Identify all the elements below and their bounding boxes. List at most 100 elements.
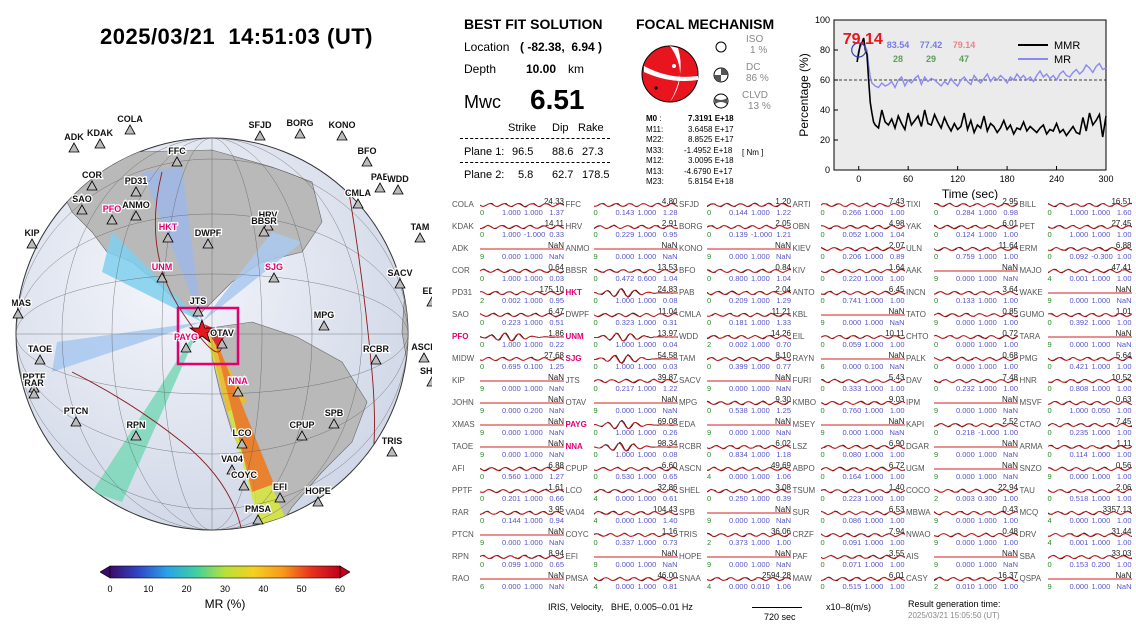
trace-hkt: HKT 24.83 0 1.000 1.000 0.08 [566,285,678,305]
colorbar-tick-label: 20 [182,584,192,594]
station-label: SFJD [248,120,272,130]
trace-ratio: 1.00 [1003,362,1018,371]
trace-flag: 0 [820,274,825,283]
synthetic-waveform [1047,533,1132,537]
trace-amplitude: 6.01 [1002,219,1018,228]
waveform [707,466,791,472]
trace-weight: 0.600 [637,274,657,283]
trace-ratio: NaN [1002,406,1018,415]
trace-amplitude: NaN [547,439,564,448]
trace-ratio: 0.81 [662,582,678,591]
trace-station-label: LCO [565,486,582,495]
trace-ratio: 0.31 [662,318,678,327]
trace-ratio: 0.77 [776,362,791,371]
trace-weight: 1.000 [1091,516,1111,525]
synthetic-waveform [480,357,564,361]
trace-amplitude: NaN [661,549,678,558]
trace-ratio: 0.95 [549,296,564,305]
trace-vr: 0.000 [729,516,748,525]
trace-amplitude: NaN [774,549,791,558]
colorbar-tick-label: 40 [258,584,268,594]
trace-anto: ANTO 6.45 0 0.741 1.000 1.00 [793,285,905,305]
trace-amplitude: 6.45 [888,285,905,294]
synthetic-waveform [820,225,905,229]
trace-lco: LCO 32.86 4 0.000 1.000 0.61 [566,483,678,503]
station-label: KIP [24,228,39,238]
trace-ratio: NaN [775,252,791,261]
trace-vr: 0.235 [1069,428,1089,437]
trace-amplitude: 49.69 [770,461,791,470]
trace-ratio: 1.27 [549,472,564,481]
station-label: PFO [103,204,122,214]
trace-amplitude: 7.43 [888,197,905,206]
trace-ratio: NaN [548,406,564,415]
synthetic-waveform [707,335,791,339]
synthetic-waveform [593,442,678,452]
trace-weight: 1.000 [524,384,543,393]
trace-ratio: NaN [1002,274,1018,283]
trace-amplitude: 1.16 [661,527,678,536]
trace-vr: 0.059 [842,340,862,349]
synthetic-waveform [820,489,905,493]
trace-station-label: AAK [906,266,923,275]
nodal-plane-table: Strike Dip Rake Plane 1: 96.5 88.6 27.3 … [460,118,610,186]
trace-ratio: 1.00 [1116,472,1132,481]
trace-station-label: SFJD [679,200,699,209]
trace-amplitude: 13.97 [657,329,678,338]
trace-weight: 1.000 [637,428,657,437]
trace-vr: 0.092 [1069,252,1089,261]
trace-station-label: INCN [906,288,926,297]
trace-amplitude: NaN [1001,461,1018,470]
trace-vr: 0.000 [1069,472,1089,481]
station-dwpf: DWPF [194,227,223,249]
trace-bill: BILL 16.51 0 1.000 1.000 1.60 [1020,197,1132,217]
station-anmo: ANMO [121,199,151,221]
trace-station-label: COCO [906,486,930,495]
trace-vr: 0.000 [842,362,862,371]
trace-vr: 0.741 [842,296,862,305]
synthetic-waveform [593,203,678,207]
trace-weight: 1.000 [751,516,770,525]
synthetic-waveform [707,291,791,295]
station-triangle-icon [328,418,340,429]
trace-ratio: 1.37 [549,208,564,217]
trace-vr: 0.000 [615,252,635,261]
trace-amplitude: 104.43 [653,505,678,514]
trace-flag: 0 [820,450,825,459]
waveform [707,400,791,406]
trace-ratio: 0.33 [549,230,564,239]
trace-amplitude: 5.64 [1115,351,1132,360]
synthetic-waveform [1047,203,1132,207]
synthetic-waveform [1047,555,1132,559]
waveform [1047,554,1132,560]
station-label: RAR [24,378,44,388]
waveform [593,354,678,365]
trace-flag: 9 [593,406,598,415]
y-tick-label: 100 [815,15,830,25]
trace-vr: 0.153 [1069,560,1089,569]
trace-ratio: 1.00 [889,538,905,547]
synthetic-waveform [934,225,1018,229]
trace-ratio: 1.40 [662,516,678,525]
trace-weight: 1.000 [524,318,543,327]
trace-spb: SPB NaN 9 0.000 1.000 NaN [679,505,791,525]
trace-flag: 0 [593,428,598,437]
trace-weight: 1.000 [864,450,884,459]
synthetic-waveform [707,467,791,471]
trace-vr: 0.133 [956,296,975,305]
synthetic-waveform [707,225,791,229]
trace-amplitude: 7.45 [1115,417,1132,426]
station-triangle-icon [296,430,308,441]
station-spb: SPB [324,407,345,429]
trace-arti: ARTI 7.43 0 0.266 1.000 1.00 [793,197,905,217]
trace-ratio: 1.06 [776,472,791,481]
waveform [1047,356,1132,362]
trace-vr: 1.000 [615,450,635,459]
y-tick-label: 20 [820,135,830,145]
trace-kdak: KDAK 14.11 0 1.000 -1.000 0.33 [452,219,564,239]
waveform [480,488,564,494]
trace-weight: 1.000 [637,450,657,459]
trace-weight: 0.010 [751,582,770,591]
plane2-rake: 178.5 [582,169,610,181]
